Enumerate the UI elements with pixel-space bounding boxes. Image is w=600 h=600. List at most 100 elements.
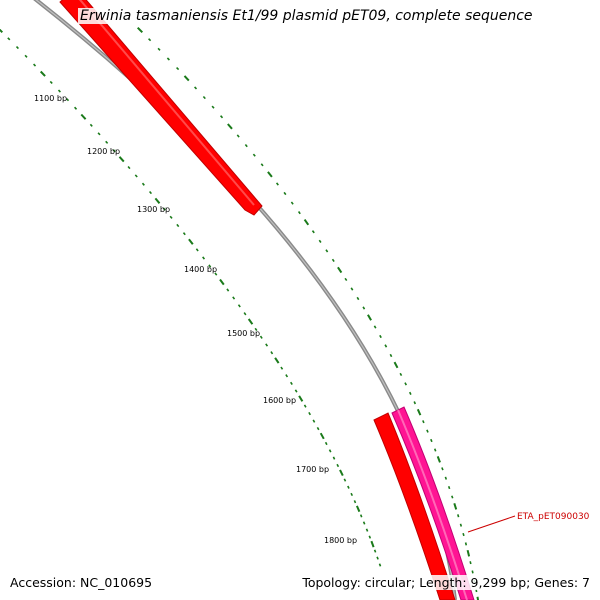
inner-tick-minor bbox=[97, 132, 101, 136]
outer-tick-major bbox=[367, 314, 372, 321]
outer-tick-minor bbox=[447, 486, 451, 490]
inner-tick-minor bbox=[332, 456, 336, 460]
inner-tick-minor bbox=[214, 272, 218, 276]
outer-tick-major bbox=[303, 219, 310, 226]
inner-tick-minor bbox=[316, 426, 320, 431]
outer-tick-major bbox=[476, 596, 480, 600]
outer-tick-minor bbox=[373, 325, 377, 329]
outer-tick-minor bbox=[311, 230, 315, 234]
tick-label: 1700 bp bbox=[296, 465, 329, 474]
gene-label-leader bbox=[467, 515, 516, 533]
inner-tick-major bbox=[370, 540, 375, 548]
inner-tick-minor bbox=[290, 381, 293, 386]
inner-tick-minor bbox=[312, 419, 316, 423]
inner-tick-minor bbox=[350, 492, 354, 497]
outer-tick-major bbox=[337, 266, 343, 274]
outer-tick-minor bbox=[275, 182, 279, 186]
tick-label: 1500 bp bbox=[227, 329, 260, 338]
outer-tick-minor bbox=[211, 105, 215, 109]
outer-tick-marks bbox=[136, 26, 480, 600]
inner-tick-minor bbox=[373, 549, 377, 553]
inner-tick-minor bbox=[24, 54, 28, 58]
inner-tick-minor bbox=[208, 264, 212, 268]
outer-tick-minor bbox=[459, 523, 463, 527]
outer-tick-minor bbox=[399, 372, 403, 376]
inner-tick-major bbox=[274, 357, 280, 364]
inner-tick-minor bbox=[285, 374, 289, 378]
outer-tick-minor bbox=[426, 429, 429, 433]
inner-tick-minor bbox=[182, 232, 186, 236]
inner-tick-major bbox=[0, 28, 4, 34]
outer-tick-minor bbox=[430, 438, 433, 443]
tick-label: 1200 bp bbox=[87, 147, 120, 156]
outer-tick-minor bbox=[408, 391, 412, 395]
outer-tick-minor bbox=[469, 561, 472, 565]
outer-tick-minor bbox=[297, 211, 301, 215]
inner-tick-minor bbox=[243, 312, 247, 316]
tick-label: 1800 bp bbox=[324, 536, 357, 545]
inner-tick-minor bbox=[127, 165, 131, 170]
inner-tick-minor bbox=[15, 46, 19, 50]
outer-tick-minor bbox=[260, 163, 264, 167]
inner-tick-minor bbox=[359, 514, 363, 518]
outer-tick-minor bbox=[451, 495, 454, 499]
outer-tick-major bbox=[416, 408, 422, 416]
gene-arrow-3-shine bbox=[397, 409, 468, 600]
outer-tick-minor bbox=[318, 239, 322, 243]
outer-tick-minor bbox=[384, 344, 388, 348]
inner-tick-minor bbox=[294, 389, 298, 393]
outer-tick-major bbox=[453, 503, 458, 510]
outer-tick-major bbox=[136, 26, 144, 34]
tick-label: 1400 bp bbox=[184, 265, 217, 274]
gene-arrow-1-shine bbox=[78, 0, 255, 206]
inner-tick-minor bbox=[7, 37, 11, 41]
inner-tick-minor bbox=[134, 174, 138, 178]
inner-tick-minor bbox=[169, 215, 173, 219]
outer-tick-minor bbox=[441, 467, 444, 471]
outer-tick-minor bbox=[236, 134, 240, 138]
gene-arrow-1[interactable] bbox=[59, 0, 263, 216]
inner-tick-minor bbox=[66, 98, 70, 102]
inner-tick-major bbox=[247, 318, 254, 325]
outer-tick-minor bbox=[433, 448, 437, 452]
outer-tick-minor bbox=[157, 47, 161, 51]
page-title: Erwinia tasmaniensis Et1/99 plasmid pET0… bbox=[78, 8, 535, 24]
inner-tick-minor bbox=[259, 335, 263, 339]
accession-text: Accession: NC_010695 bbox=[10, 575, 153, 590]
outer-tick-minor bbox=[166, 57, 170, 61]
inner-tick-minor bbox=[280, 366, 284, 370]
inner-tick-minor bbox=[347, 485, 350, 489]
inner-tick-minor bbox=[176, 223, 180, 228]
inner-tick-major bbox=[319, 432, 325, 440]
inner-tick-major bbox=[39, 70, 46, 77]
inner-tick-minor bbox=[343, 478, 347, 482]
inner-tick-major bbox=[80, 113, 87, 120]
tick-label: 1600 bp bbox=[263, 396, 296, 405]
inner-tick-minor bbox=[308, 412, 311, 416]
outer-tick-minor bbox=[148, 38, 152, 42]
inner-tick-minor bbox=[232, 296, 236, 300]
gene-arrow-3[interactable] bbox=[391, 406, 475, 600]
inner-tick-minor bbox=[49, 80, 53, 84]
outer-tick-minor bbox=[462, 532, 465, 537]
inner-tick-minor bbox=[237, 304, 241, 308]
outer-tick-major bbox=[183, 75, 190, 82]
inner-tick-minor bbox=[226, 288, 230, 292]
tick-label: 1100 bp bbox=[34, 94, 67, 103]
outer-tick-minor bbox=[389, 353, 393, 358]
inner-tick-major bbox=[355, 505, 361, 513]
inner-tick-minor bbox=[265, 343, 269, 347]
outer-tick-minor bbox=[404, 382, 408, 386]
inner-tick-minor bbox=[141, 182, 145, 186]
plasmid-backbone bbox=[33, 0, 457, 600]
outer-tick-minor bbox=[379, 334, 382, 339]
inner-tick-minor bbox=[57, 89, 61, 93]
outer-tick-minor bbox=[176, 67, 180, 71]
scale-tick-labels: 1100 bp 1200 bp 1300 bp 1400 bp 1500 bp 1600 … bbox=[34, 94, 357, 545]
inner-tick-minor bbox=[328, 449, 332, 453]
inner-tick-minor bbox=[162, 207, 166, 211]
outer-tick-minor bbox=[471, 570, 474, 574]
inner-tick-minor bbox=[254, 327, 258, 332]
